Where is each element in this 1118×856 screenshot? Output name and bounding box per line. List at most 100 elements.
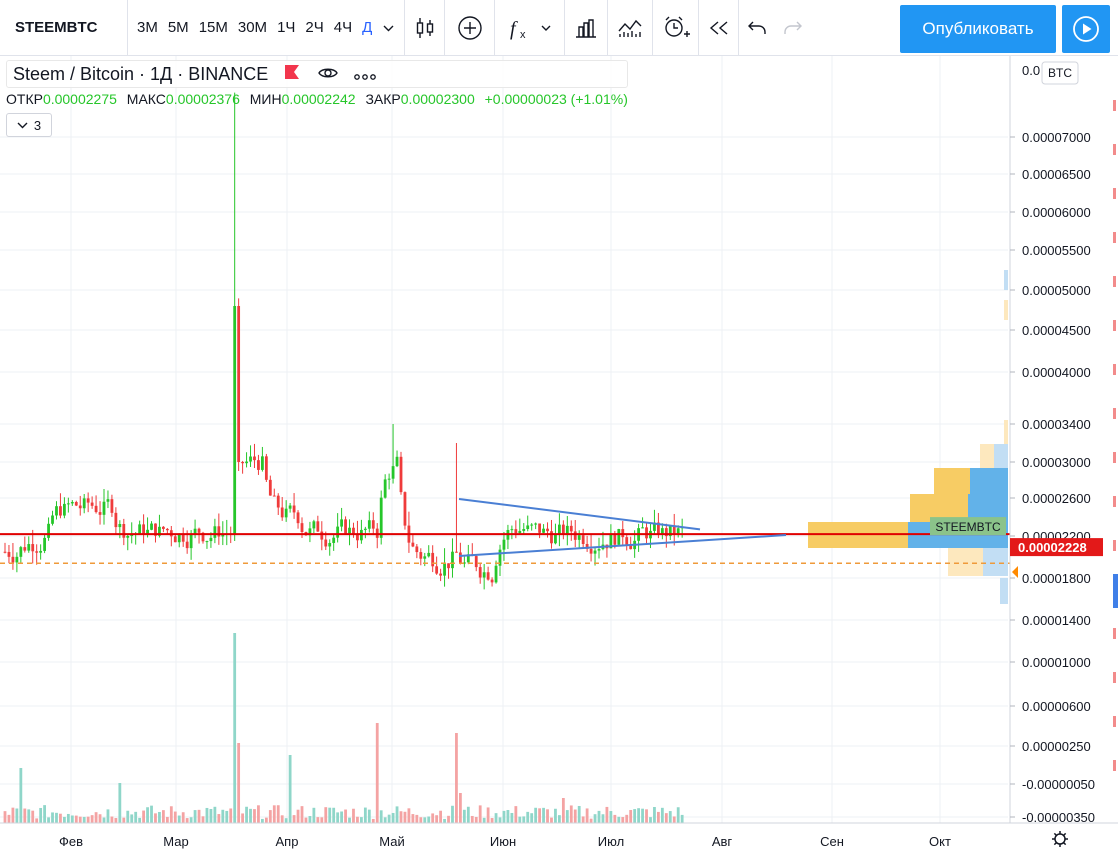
eye-icon[interactable] bbox=[318, 64, 339, 85]
replay-icon[interactable] bbox=[699, 0, 740, 56]
candle-body bbox=[585, 543, 589, 549]
volume-bar bbox=[245, 806, 248, 823]
candle-body bbox=[118, 524, 122, 528]
chevron-down-icon[interactable] bbox=[377, 21, 400, 35]
legend-title-row: Steem / Bitcoin · 1Д · BINANCE bbox=[6, 60, 628, 88]
time-tick-label: Июн bbox=[490, 834, 516, 849]
legend-title[interactable]: Steem / Bitcoin · 1Д · BINANCE bbox=[13, 63, 269, 84]
interval-30m[interactable]: 30М bbox=[237, 18, 268, 36]
candle-body bbox=[328, 542, 332, 547]
candle-body bbox=[122, 524, 126, 538]
volume-bar bbox=[193, 810, 197, 823]
candle-body bbox=[158, 526, 161, 536]
volume-bar bbox=[462, 809, 466, 823]
more-icon[interactable] bbox=[354, 64, 377, 85]
candles-icon[interactable] bbox=[405, 0, 446, 56]
candle-body bbox=[538, 523, 541, 533]
volume-bar bbox=[63, 816, 66, 823]
interval-4h[interactable]: 4Ч bbox=[333, 18, 353, 36]
candle-body bbox=[142, 524, 145, 535]
volume-profile-bar bbox=[1004, 270, 1008, 290]
templates-icon[interactable] bbox=[608, 0, 654, 56]
volume-bar bbox=[498, 817, 502, 823]
volume-bar bbox=[181, 812, 185, 823]
volume-profile-bar bbox=[970, 468, 1008, 494]
candle-body bbox=[387, 478, 391, 480]
compare-icon[interactable] bbox=[445, 0, 496, 56]
alert-icon[interactable] bbox=[653, 0, 700, 56]
settings-icon[interactable] bbox=[1052, 831, 1068, 847]
undo-icon[interactable] bbox=[739, 0, 775, 56]
candle-body bbox=[486, 572, 490, 580]
price-chart[interactable]: STEEMBTC 0.0 BTC 0.00007000 0.00006500 0.000… bbox=[0, 56, 1118, 856]
volume-profile-bar bbox=[980, 444, 994, 468]
triangle-upper-line bbox=[458, 497, 701, 531]
collapse-indicators-button[interactable]: 3 bbox=[6, 113, 52, 137]
play-button[interactable] bbox=[1062, 5, 1110, 53]
candle-body bbox=[264, 456, 268, 480]
settings-icon-tooth bbox=[1053, 842, 1057, 846]
candle-body bbox=[534, 523, 538, 525]
volume-bar bbox=[43, 805, 46, 823]
candle-body bbox=[245, 461, 248, 464]
candle-body bbox=[205, 541, 209, 543]
interval-1h[interactable]: 1Ч bbox=[277, 18, 296, 36]
settings-icon-tooth bbox=[1063, 842, 1067, 846]
candle-body bbox=[462, 562, 466, 564]
scale-marker bbox=[1113, 716, 1116, 727]
interval-3m[interactable]: 3М bbox=[137, 18, 158, 36]
volume-bar bbox=[90, 815, 94, 823]
candle-body bbox=[621, 529, 625, 538]
interval-2h[interactable]: 2Ч bbox=[305, 18, 324, 36]
publish-button[interactable]: Опубликовать bbox=[900, 5, 1056, 53]
svg-text:x: x bbox=[520, 29, 526, 41]
candle-body bbox=[625, 537, 629, 545]
time-tick-label: Фев bbox=[59, 834, 83, 849]
interval-5m[interactable]: 5М bbox=[167, 18, 189, 36]
candle-body bbox=[98, 512, 102, 515]
volume-bar bbox=[558, 815, 561, 823]
volume-bar bbox=[66, 813, 70, 823]
candle-body bbox=[641, 527, 644, 529]
candle-body bbox=[360, 529, 363, 541]
candle-body bbox=[348, 527, 351, 534]
candle-body bbox=[312, 521, 316, 529]
candle-body bbox=[300, 523, 304, 533]
time-axis-bg bbox=[0, 823, 1118, 856]
interval-15m[interactable]: 15М bbox=[198, 18, 228, 36]
interval-day[interactable]: Д bbox=[362, 18, 373, 36]
high-value: 0.00002376 bbox=[165, 91, 240, 107]
volume-bar bbox=[526, 811, 530, 823]
volume-bar bbox=[78, 816, 82, 823]
redo-icon[interactable] bbox=[775, 0, 811, 56]
flag-icon[interactable] bbox=[284, 64, 300, 85]
candle-body bbox=[35, 551, 39, 553]
volume-bar bbox=[431, 813, 435, 823]
volume-bar bbox=[173, 811, 177, 823]
candle-body bbox=[676, 528, 680, 534]
close-value: 0.00002300 bbox=[400, 91, 475, 107]
volume-bar bbox=[268, 810, 272, 823]
legend-ohlc: ОТКР0.00002275 МАКС0.00002376 МИН0.00002… bbox=[6, 91, 628, 107]
candle-body bbox=[573, 531, 577, 540]
candle-body bbox=[237, 306, 241, 462]
volume-bar bbox=[340, 811, 343, 823]
candle-body bbox=[558, 524, 561, 535]
volume-bar bbox=[561, 798, 565, 823]
volume-bar bbox=[510, 812, 514, 823]
volume-bar bbox=[367, 809, 371, 823]
candle-body bbox=[356, 533, 359, 541]
symbol-search-button[interactable]: STEEMBTC bbox=[0, 0, 128, 56]
volume-bar bbox=[676, 807, 680, 823]
financials-icon[interactable] bbox=[565, 0, 609, 56]
candle-body bbox=[645, 527, 648, 539]
candle-body bbox=[181, 534, 185, 542]
candle-body bbox=[43, 537, 46, 551]
volume-bar bbox=[201, 816, 205, 823]
volume-bar bbox=[518, 816, 522, 823]
symbol-tag: STEEMBTC bbox=[935, 520, 1001, 534]
candle-body bbox=[268, 479, 272, 496]
volume-bar bbox=[138, 817, 142, 823]
scale-marker bbox=[1113, 760, 1116, 771]
